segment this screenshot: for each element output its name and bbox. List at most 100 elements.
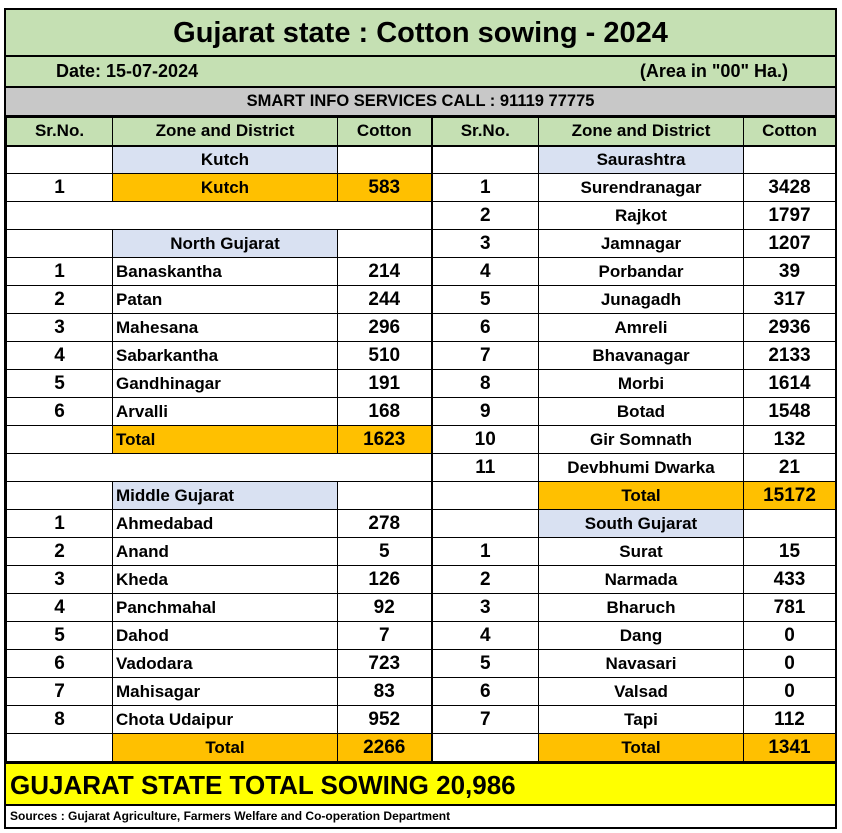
table-row: Kutch Saurashtra <box>6 145 836 174</box>
district-value: 1207 <box>743 229 836 258</box>
state-total-text: GUJARAT STATE TOTAL SOWING 20,986 <box>10 770 516 800</box>
district-name: Botad <box>538 397 744 426</box>
cotton-sowing-sheet: Gujarat state : Cotton sowing - 2024 Dat… <box>4 8 837 829</box>
district-name: Surendranagar <box>538 173 744 202</box>
table-row: 5 Gandhinagar 191 8 Morbi 1614 <box>6 369 836 398</box>
report-date: Date: 15-07-2024 <box>56 61 199 81</box>
header-row: Sr.No. Zone and District Cotton Sr.No. Z… <box>6 117 836 147</box>
zone-kutch: Kutch <box>112 145 338 174</box>
district-name: Tapi <box>538 705 744 734</box>
district-name: Vadodara <box>112 649 338 678</box>
district-value: 214 <box>337 257 432 286</box>
table-row: Total 2266 Total 1341 <box>6 733 836 762</box>
south-gujarat-total-label: Total <box>538 733 744 762</box>
table-row: 6 Vadodara 723 5 Navasari 0 <box>6 649 836 678</box>
table-row: 2 Patan 244 5 Junagadh 317 <box>6 285 836 314</box>
saurashtra-total-label: Total <box>538 481 744 510</box>
district-value: 7 <box>337 621 432 650</box>
district-name: Navasari <box>538 649 744 678</box>
district-name: Anand <box>112 537 338 566</box>
district-value: 21 <box>743 453 836 482</box>
table-row: 3 Mahesana 296 6 Amreli 2936 <box>6 313 836 342</box>
district-value: 723 <box>337 649 432 678</box>
table-row: Total 1623 10 Gir Somnath 132 <box>6 425 836 454</box>
district-value: 168 <box>337 397 432 426</box>
district-value: 2936 <box>743 313 836 342</box>
district-value: 952 <box>337 705 432 734</box>
table-row: 6 Arvalli 168 9 Botad 1548 <box>6 397 836 426</box>
district-value: 0 <box>743 649 836 678</box>
district-value: 0 <box>743 677 836 706</box>
district-name: Dang <box>538 621 744 650</box>
zone-south-gujarat: South Gujarat <box>538 509 744 538</box>
district-value: 244 <box>337 285 432 314</box>
middle-gujarat-total-value: 2266 <box>337 733 432 762</box>
district-value: 433 <box>743 565 836 594</box>
saurashtra-total-value: 15172 <box>743 481 836 510</box>
district-value: 583 <box>337 173 432 202</box>
district-value: 510 <box>337 341 432 370</box>
district-value: 5 <box>337 537 432 566</box>
district-value: 0 <box>743 621 836 650</box>
district-value: 1548 <box>743 397 836 426</box>
district-value: 191 <box>337 369 432 398</box>
table-row: 3 Kheda 126 2 Narmada 433 <box>6 565 836 594</box>
sources-footer: Sources : Gujarat Agriculture, Farmers W… <box>6 806 835 827</box>
district-name: Junagadh <box>538 285 744 314</box>
district-name: Jamnagar <box>538 229 744 258</box>
district-value: 278 <box>337 509 432 538</box>
district-value: 83 <box>337 677 432 706</box>
zone-saurashtra: Saurashtra <box>538 145 744 174</box>
area-unit-note: (Area in "00" Ha.) <box>639 61 788 81</box>
table-row: 4 Panchmahal 92 3 Bharuch 781 <box>6 593 836 622</box>
north-gujarat-total-label: Total <box>112 425 338 454</box>
district-name: Banaskantha <box>112 257 338 286</box>
table-row: 5 Dahod 7 4 Dang 0 <box>6 621 836 650</box>
table-row: 1 Banaskantha 214 4 Porbandar 39 <box>6 257 836 286</box>
district-name: Kutch <box>112 173 338 202</box>
zone-middle-gujarat: Middle Gujarat <box>112 481 338 510</box>
district-name: Bharuch <box>538 593 744 622</box>
district-value: 2133 <box>743 341 836 370</box>
date-band: Date: 15-07-2024 (Area in "00" Ha.) <box>6 57 835 88</box>
north-gujarat-total-value: 1623 <box>337 425 432 454</box>
district-name: Sabarkantha <box>112 341 338 370</box>
col-header-sr-left: Sr.No. <box>6 117 113 147</box>
table-row: 8 Chota Udaipur 952 7 Tapi 112 <box>6 705 836 734</box>
table-row: 1 Kutch 583 1 Surendranagar 3428 <box>6 173 836 202</box>
district-value: 39 <box>743 257 836 286</box>
district-value: 126 <box>337 565 432 594</box>
col-header-cotton-left: Cotton <box>337 117 432 147</box>
table-row: 11 Devbhumi Dwarka 21 <box>6 453 836 482</box>
table-row: 4 Sabarkantha 510 7 Bhavanagar 2133 <box>6 341 836 370</box>
title-band: Gujarat state : Cotton sowing - 2024 <box>6 10 835 57</box>
district-value: 1614 <box>743 369 836 398</box>
district-name: Gandhinagar <box>112 369 338 398</box>
table-row: 2 Rajkot 1797 <box>6 201 836 230</box>
district-value: 296 <box>337 313 432 342</box>
sowing-table: Sr.No. Zone and District Cotton Sr.No. Z… <box>6 117 836 762</box>
district-name: Porbandar <box>538 257 744 286</box>
table-row: 1 Ahmedabad 278 South Gujarat <box>6 509 836 538</box>
district-name: Valsad <box>538 677 744 706</box>
col-header-cotton-right: Cotton <box>743 117 836 147</box>
district-value: 112 <box>743 705 836 734</box>
zone-north-gujarat: North Gujarat <box>112 229 338 258</box>
col-header-zone-left: Zone and District <box>112 117 338 147</box>
district-value: 15 <box>743 537 836 566</box>
district-name: Kheda <box>112 565 338 594</box>
table-row: 7 Mahisagar 83 6 Valsad 0 <box>6 677 836 706</box>
district-name: Ahmedabad <box>112 509 338 538</box>
district-name: Narmada <box>538 565 744 594</box>
district-name: Morbi <box>538 369 744 398</box>
district-name: Chota Udaipur <box>112 705 338 734</box>
district-name: Bhavanagar <box>538 341 744 370</box>
district-value: 317 <box>743 285 836 314</box>
district-value: 132 <box>743 425 836 454</box>
table-row: Middle Gujarat Total 15172 <box>6 481 836 510</box>
sheet-title: Gujarat state : Cotton sowing - 2024 <box>173 17 668 49</box>
district-name: Gir Somnath <box>538 425 744 454</box>
district-value: 92 <box>337 593 432 622</box>
district-name: Devbhumi Dwarka <box>538 453 744 482</box>
district-name: Surat <box>538 537 744 566</box>
